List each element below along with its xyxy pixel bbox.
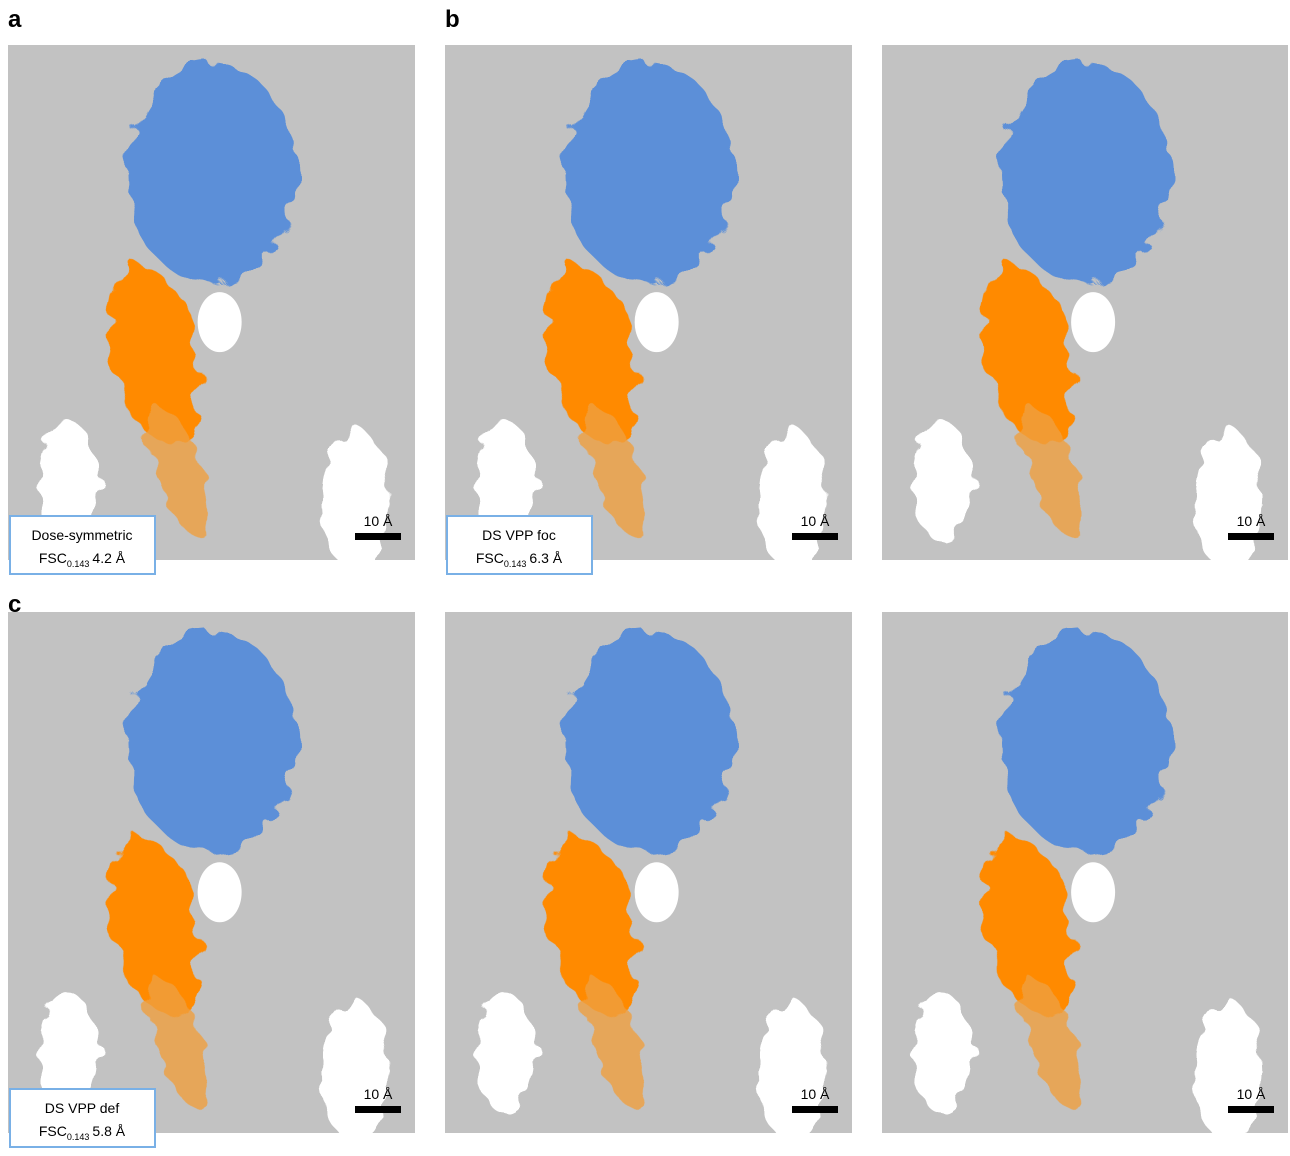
- solvent-gap: [1192, 428, 1263, 569]
- orange-density-faint: [584, 976, 648, 1110]
- orange-density: [546, 265, 637, 443]
- orange-density-faint: [147, 405, 211, 538]
- solvent-gap: [476, 422, 537, 543]
- scale-bar-label: 10 Å: [1237, 1086, 1266, 1102]
- scale-bar: [792, 533, 838, 540]
- scale-bar-label: 10 Å: [364, 1086, 393, 1102]
- density-map: [8, 45, 415, 578]
- scale-bar-label: 10 Å: [1237, 513, 1266, 529]
- panel-label: b: [445, 6, 460, 33]
- solvent-gap: [1192, 1000, 1263, 1141]
- caption-box: [9, 1088, 156, 1148]
- blue-density: [126, 631, 297, 852]
- solvent-gap: [39, 422, 100, 543]
- density-map: [8, 612, 415, 1151]
- map-panel: 10 Å: [882, 45, 1288, 578]
- scale-bar-label: 10 Å: [364, 513, 393, 529]
- solvent-gap: [476, 993, 537, 1114]
- orange-density: [109, 265, 200, 443]
- scale-bar: [1228, 1106, 1274, 1113]
- caption-fsc-line: FSC0.143 6.3 Å: [476, 550, 563, 569]
- orange-density-faint: [1020, 976, 1085, 1110]
- fsc-subscript: 0.143: [504, 559, 527, 569]
- solvent-gap: [634, 292, 679, 353]
- solvent-gap: [755, 428, 826, 569]
- orange-density: [983, 836, 1074, 1014]
- map-panel: 10 Å: [445, 612, 852, 1151]
- caption-fsc-line: FSC0.143 5.8 Å: [39, 1123, 126, 1142]
- solvent-gap: [634, 862, 679, 923]
- blue-density: [1000, 62, 1170, 283]
- orange-density-faint: [584, 405, 648, 538]
- scale-bar-label: 10 Å: [801, 513, 830, 529]
- solvent-gap: [39, 993, 100, 1114]
- scale-bar: [792, 1106, 838, 1113]
- density-map: [882, 45, 1288, 578]
- fsc-label: FSC: [476, 550, 504, 566]
- caption-fsc-line: FSC0.143 4.2 Å: [39, 550, 126, 569]
- blue-density: [563, 631, 734, 852]
- fsc-label: FSC: [39, 550, 67, 566]
- solvent-gap: [1071, 292, 1116, 353]
- map-panel: 10 Å: [882, 612, 1288, 1151]
- orange-density: [983, 265, 1074, 443]
- resolution: 6.3 Å: [529, 550, 562, 566]
- map-panel: 10 Å DS VPP def FSC0.143 5.8 Å: [8, 612, 415, 1151]
- solvent-gap: [1071, 862, 1116, 923]
- caption-box: [446, 515, 593, 575]
- solvent-gap: [197, 292, 242, 353]
- blue-density: [563, 62, 734, 283]
- panel-label: a: [8, 6, 22, 33]
- solvent-gap: [755, 1000, 826, 1141]
- caption-box: [9, 515, 156, 575]
- scale-bar: [355, 1106, 401, 1113]
- membrane-edge: [882, 1133, 1288, 1151]
- membrane-edge: [882, 560, 1288, 578]
- solvent-gap: [318, 428, 389, 569]
- resolution: 4.2 Å: [92, 550, 125, 566]
- map-panel: 10 Å DS VPP foc FSC0.143 6.3 Å: [445, 45, 852, 578]
- solvent-gap: [912, 422, 973, 543]
- fsc-label: FSC: [39, 1123, 67, 1139]
- caption-method: DS VPP foc: [482, 527, 556, 543]
- orange-density: [546, 836, 637, 1014]
- map-panel: 10 Å Dose-symmetric FSC0.143 4.2 Å: [8, 45, 415, 578]
- resolution: 5.8 Å: [92, 1123, 125, 1139]
- orange-density: [109, 836, 200, 1014]
- scale-bar-label: 10 Å: [801, 1086, 830, 1102]
- fsc-subscript: 0.143: [67, 559, 90, 569]
- scale-bar: [1228, 533, 1274, 540]
- solvent-gap: [197, 862, 242, 923]
- scale-bar: [355, 533, 401, 540]
- density-map: [882, 612, 1288, 1151]
- orange-density-faint: [147, 976, 211, 1110]
- solvent-gap: [912, 993, 973, 1114]
- solvent-gap: [318, 1000, 389, 1141]
- caption-method: DS VPP def: [45, 1100, 120, 1116]
- orange-density-faint: [1020, 405, 1085, 538]
- blue-density: [1000, 631, 1170, 852]
- panel-label: c: [8, 591, 21, 618]
- density-map: [445, 612, 852, 1151]
- fsc-subscript: 0.143: [67, 1132, 90, 1142]
- blue-density: [126, 62, 297, 283]
- membrane-edge: [445, 1133, 852, 1151]
- caption-method: Dose-symmetric: [31, 527, 132, 543]
- density-map: [445, 45, 852, 578]
